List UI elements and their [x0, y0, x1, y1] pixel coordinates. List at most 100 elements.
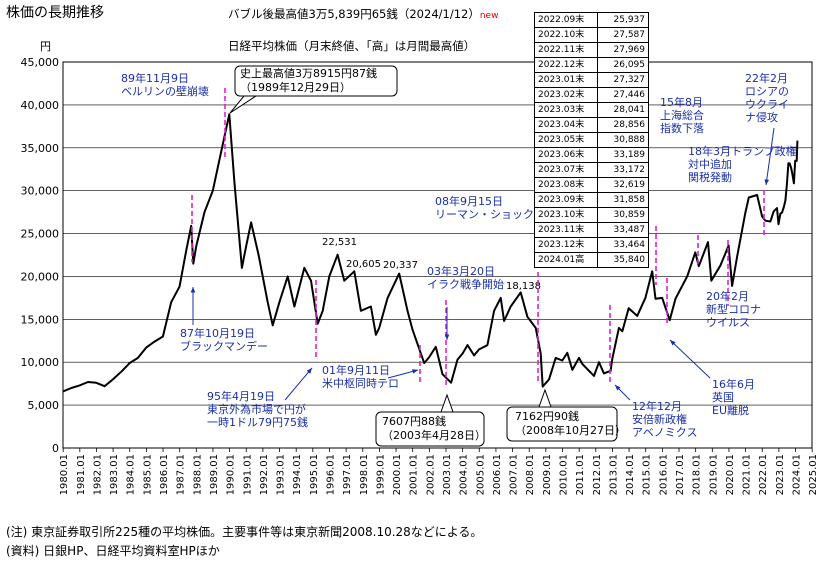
x-tick-label: 2004.01 [459, 454, 470, 495]
x-tick-label: 2003.01 [442, 454, 453, 495]
table-row-value: 33,487 [597, 222, 649, 238]
table-row-label: 2023.04末 [534, 117, 598, 133]
annotation-label: 史上最高値3万8915円87銭（1989年12月29日） [240, 66, 377, 94]
x-tick-label: 1988.01 [192, 454, 203, 495]
x-tick-label: 2022.01 [758, 454, 769, 495]
annotation-arrowhead [444, 334, 450, 340]
annotation-arrowhead [670, 340, 676, 346]
y-axis-unit: 円 [40, 40, 51, 53]
event-label: 18年3月トランプ政権対中追加関税発動 [688, 144, 797, 184]
x-tick-label: 2025.01 [808, 454, 819, 495]
table-row-value: 35,840 [597, 252, 649, 268]
annotation-arrowhead [412, 369, 418, 374]
y-tick-label: 0 [52, 442, 59, 455]
table-row: 2023.08末 32,619 [534, 177, 649, 193]
y-tick-label: 10,000 [21, 356, 60, 369]
annotation-arrow [765, 127, 775, 186]
x-tick-label: 1982.01 [92, 454, 103, 495]
annotation-pointer [538, 388, 552, 408]
y-tick-label: 35,000 [21, 142, 60, 155]
table-row-label: 2023.10末 [534, 207, 598, 223]
x-tick-label: 2018.01 [692, 454, 703, 495]
table-row-value: 28,856 [597, 117, 649, 133]
x-tick-label: 2016.01 [658, 454, 669, 495]
y-tick-label: 15,000 [21, 313, 60, 326]
y-tick-label: 45,000 [21, 56, 60, 69]
annotation-arrow [669, 339, 711, 379]
table-row-label: 2023.08末 [534, 177, 598, 193]
page-title: 株価の長期推移 [6, 5, 104, 21]
table-row: 2023.12末 33,464 [534, 237, 649, 253]
x-tick-label: 1986.01 [159, 454, 170, 495]
x-tick-label: 2023.01 [775, 454, 786, 495]
x-tick-label: 1996.01 [325, 454, 336, 495]
event-label: 20年2月新型コロナウイルス [706, 289, 761, 329]
table-row-value: 33,172 [597, 162, 649, 178]
x-tick-label: 2007.01 [509, 454, 520, 495]
x-tick-label: 1980.01 [59, 454, 70, 495]
table-row-label: 2023.01末 [534, 72, 598, 88]
event-label: 08年9月15日リーマン・ショック [435, 194, 534, 221]
table-row: 2023.05末 30,888 [534, 132, 649, 148]
annotation-arrowhead [190, 287, 196, 293]
table-row-label: 2022.12末 [534, 57, 598, 73]
table-row: 2023.02末 27,446 [534, 87, 649, 103]
x-tick-label: 1992.01 [259, 454, 270, 495]
table-row-value: 27,446 [597, 87, 649, 103]
table-row-label: 2023.09末 [534, 192, 598, 208]
x-tick-label: 2019.01 [708, 454, 719, 495]
table-row-label: 2023.06末 [534, 147, 598, 163]
x-tick-label: 2015.01 [642, 454, 653, 495]
x-tick-label: 1983.01 [109, 454, 120, 495]
x-tick-label: 1985.01 [142, 454, 153, 495]
annotation-label: 7162円90銭（2008年10月27日） [515, 410, 626, 437]
data-label: 22,531 [322, 237, 357, 248]
table-row-label: 2022.11末 [534, 42, 598, 58]
x-tick-label: 1995.01 [309, 454, 320, 495]
table-row-value: 30,888 [597, 132, 649, 148]
annotation-pointer [229, 95, 258, 114]
x-tick-label: 2009.01 [542, 454, 553, 495]
record-high-text: バブル後最高値3万5,839円65銭（2024/1/12） [228, 7, 480, 21]
annotation-arrow [284, 367, 313, 401]
x-tick-label: 2008.01 [525, 454, 536, 495]
x-tick-label: 2011.01 [575, 454, 586, 495]
x-tick-label: 1984.01 [126, 454, 137, 495]
x-tick-label: 2006.01 [492, 454, 503, 495]
table-row: 2023.03末 28,041 [534, 102, 649, 118]
x-tick-label: 1981.01 [76, 454, 87, 495]
data-label: 18,138 [506, 281, 541, 292]
x-tick-label: 1994.01 [292, 454, 303, 495]
table-row-value: 33,189 [597, 147, 649, 163]
event-label: 87年10月19日ブラックマンデー [180, 326, 268, 353]
footnote-source: (資料) 日銀HP、日経平均資料室HPほか [6, 544, 220, 558]
table-row: 2023.04末 28,856 [534, 117, 649, 133]
annotation-arrowhead [615, 385, 621, 391]
event-label: 15年8月上海総合指数下落 [660, 95, 704, 135]
y-tick-label: 30,000 [21, 185, 60, 198]
annotation-box [375, 411, 485, 447]
x-tick-label: 2017.01 [675, 454, 686, 495]
table-row-value: 31,858 [597, 192, 649, 208]
x-tick-label: 2012.01 [592, 454, 603, 495]
annotation-box [506, 406, 618, 442]
event-label: 12年12月安倍新政権アベノミクス [632, 399, 697, 439]
x-tick-label: 1998.01 [359, 454, 370, 495]
annotation-arrowhead [306, 368, 312, 374]
table-row: 2023.01末 27,327 [534, 72, 649, 88]
event-label: 16年6月英国 EU離脱 [712, 377, 755, 417]
recent-values-table: 2022.09末 25,937 2022.10末 27,587 2022.11末 27,9… [534, 12, 649, 268]
table-row: 2022.11末 27,969 [534, 42, 649, 58]
table-row: 2022.10末 27,587 [534, 27, 649, 43]
table-row: 2023.09末 31,858 [534, 192, 649, 208]
table-row-value: 27,327 [597, 72, 649, 88]
table-row-label: 2023.07末 [534, 162, 598, 178]
table-row: 2022.09末 25,937 [534, 12, 649, 28]
event-label: 22年2月ロシアのウクライナ侵攻 [745, 71, 789, 124]
x-tick-label: 2000.01 [392, 454, 403, 495]
x-tick-label: 1989.01 [209, 454, 220, 495]
table-row: 2023.07末 33,172 [534, 162, 649, 178]
y-tick-label: 20,000 [21, 270, 60, 283]
table-row-label: 2023.12末 [534, 237, 598, 253]
